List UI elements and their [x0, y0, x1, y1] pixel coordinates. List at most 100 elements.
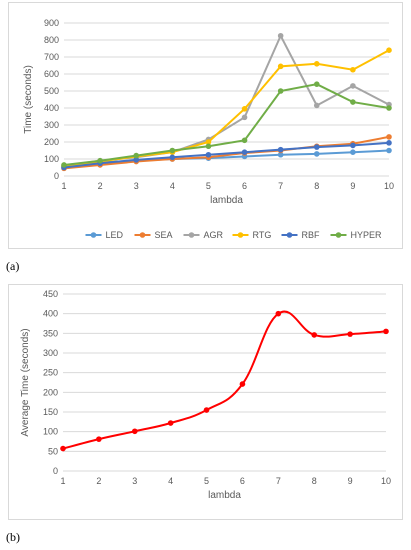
chart-panel-a: 0 100 200 300 400 500 600 700 800 900 1 2 3 4 5 6 7 8 9 10 l… — [8, 2, 403, 249]
chart-panel-b: 0 50 100 150 200 250 300 350 400 450 1 2 3 4 5 6 7 8 9 10 la… — [8, 284, 403, 520]
x-tick-label: 2 — [98, 181, 103, 191]
data-point — [205, 143, 212, 150]
data-point — [386, 140, 392, 146]
legend-marker — [237, 232, 244, 238]
x-tick-label: 5 — [204, 476, 209, 486]
y-tick-label: 300 — [44, 120, 59, 130]
y-tick-label: 800 — [44, 35, 59, 45]
data-point — [61, 162, 67, 168]
data-point — [386, 147, 392, 154]
data-point — [277, 88, 284, 94]
y-tick-label: 250 — [43, 368, 58, 378]
x-tick-label: 1 — [60, 476, 65, 486]
series-line-rbf — [63, 141, 390, 169]
x-tick-label: 9 — [350, 181, 355, 191]
y-tick-label: 100 — [44, 154, 59, 164]
x-tick-label: 3 — [134, 181, 139, 191]
y-tick-label: 700 — [44, 52, 59, 62]
x-tick-label: 1 — [61, 181, 66, 191]
y-tick-label: 400 — [43, 309, 58, 319]
data-point — [60, 445, 66, 452]
line-chart-time-vs-lambda: 0 100 200 300 400 500 600 700 800 900 1 2 3 4 5 6 7 8 9 10 l… — [23, 18, 394, 240]
legend-label: AGR — [204, 230, 224, 240]
y-tick-label: 350 — [43, 328, 58, 338]
data-point — [133, 152, 140, 159]
y-tick-label: 100 — [43, 427, 58, 437]
x-tick-label: 4 — [168, 476, 173, 486]
data-point — [350, 142, 356, 149]
data-point — [350, 66, 356, 73]
series-line-hyper — [63, 83, 390, 166]
x-tick-label: 3 — [132, 476, 137, 486]
legend-marker — [90, 232, 97, 238]
data-point — [313, 102, 320, 109]
x-tick-label: 8 — [314, 181, 319, 191]
data-point — [97, 157, 103, 164]
data-point — [239, 381, 246, 387]
legend-label: LED — [106, 230, 124, 240]
legend-marker — [188, 232, 195, 238]
panel-label-b: (b) — [6, 530, 20, 544]
y-tick-label: 150 — [43, 407, 58, 417]
data-point — [383, 328, 389, 335]
x-tick-label: 9 — [348, 476, 353, 486]
data-point — [313, 144, 320, 150]
y-tick-label: 200 — [43, 387, 58, 397]
data-point — [277, 146, 284, 153]
y-tick-label: 0 — [53, 466, 58, 476]
legend-marker — [139, 232, 146, 238]
data-point — [350, 83, 356, 89]
legend-marker — [286, 232, 293, 238]
data-point — [205, 151, 212, 158]
legend-label: RBF — [302, 230, 321, 240]
y-tick-label: 50 — [48, 446, 58, 456]
y-tick-label: 900 — [44, 18, 59, 28]
y-axis-label: Time (seconds) — [23, 65, 34, 134]
y-tick-label: 600 — [44, 69, 59, 79]
data-point — [277, 151, 284, 158]
legend-label: HYPER — [351, 230, 383, 240]
x-tick-label: 6 — [240, 476, 245, 486]
line-chart-average-time-vs-lambda: 0 50 100 150 200 250 300 350 400 450 1 2 3 4 5 6 7 8 9 10 la… — [20, 289, 391, 501]
data-point — [347, 331, 353, 337]
x-axis-label: lambda — [208, 490, 241, 501]
data-point — [96, 436, 102, 442]
data-point — [350, 99, 356, 105]
y-tick-label: 400 — [44, 103, 59, 113]
legend-label: SEA — [155, 230, 173, 240]
data-point — [386, 47, 392, 53]
legend-marker — [335, 232, 342, 238]
series-line — [62, 310, 387, 450]
data-point — [386, 134, 392, 140]
data-point — [203, 407, 210, 413]
data-point — [275, 310, 282, 317]
x-tick-label: 7 — [276, 476, 281, 486]
y-tick-label: 450 — [43, 289, 58, 299]
data-point — [277, 63, 284, 70]
data-point — [241, 149, 248, 155]
y-axis-label: Average Time (seconds) — [20, 328, 31, 436]
x-tick-label: 5 — [206, 181, 211, 191]
y-tick-label: 300 — [43, 348, 58, 358]
x-tick-label: 10 — [381, 476, 391, 486]
legend-label: RTG — [253, 230, 272, 240]
x-tick-label: 6 — [242, 181, 247, 191]
y-tick-label: 0 — [54, 171, 59, 181]
data-point — [133, 157, 140, 163]
series-line-sea — [63, 135, 390, 170]
data-point — [241, 106, 248, 112]
data-point — [131, 428, 138, 435]
data-point — [241, 114, 248, 121]
y-tick-label: 500 — [44, 86, 59, 96]
y-tick-label: 200 — [44, 137, 59, 147]
data-point — [169, 154, 176, 161]
data-point — [313, 151, 320, 157]
x-tick-label: 4 — [170, 181, 175, 191]
data-point — [167, 420, 174, 426]
panel-label-a: (a) — [6, 259, 20, 273]
data-point — [241, 137, 248, 144]
x-axis-label: lambda — [210, 195, 243, 206]
data-point — [169, 147, 176, 154]
data-point — [277, 32, 284, 39]
data-point — [313, 61, 320, 67]
